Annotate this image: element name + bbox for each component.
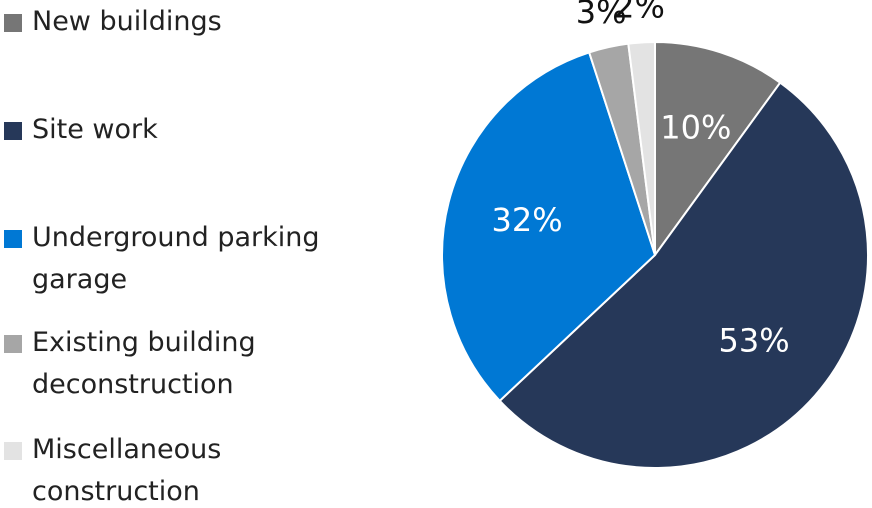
legend-label: Existing building deconstruction (32, 327, 256, 400)
pie-slice (441, 51, 657, 403)
data-label: 3% (576, 0, 627, 31)
data-label: 2% (614, 0, 665, 25)
data-label: 53% (718, 321, 789, 359)
pie-slice (654, 40, 782, 259)
pie-slice (627, 40, 656, 256)
legend-item: Miscellaneous construction (4, 429, 344, 508)
legend-swatch (4, 230, 22, 248)
legend-swatch (4, 442, 22, 460)
data-label: 10% (660, 108, 731, 146)
legend-item: Underground parking garage (4, 217, 344, 301)
legend-swatch (4, 14, 22, 32)
data-label: 32% (492, 201, 563, 239)
legend-label: New buildings (32, 6, 222, 37)
legend-item: New buildings (4, 1, 344, 43)
legend-label: Miscellaneous construction (32, 434, 222, 507)
pie-slice (498, 81, 869, 469)
legend-label: Underground parking garage (32, 222, 320, 295)
legend-item: Site work (4, 109, 344, 151)
legend-swatch (4, 122, 22, 140)
legend-swatch (4, 335, 22, 353)
legend-label: Site work (32, 114, 158, 145)
legend-item: Existing building deconstruction (4, 322, 344, 406)
